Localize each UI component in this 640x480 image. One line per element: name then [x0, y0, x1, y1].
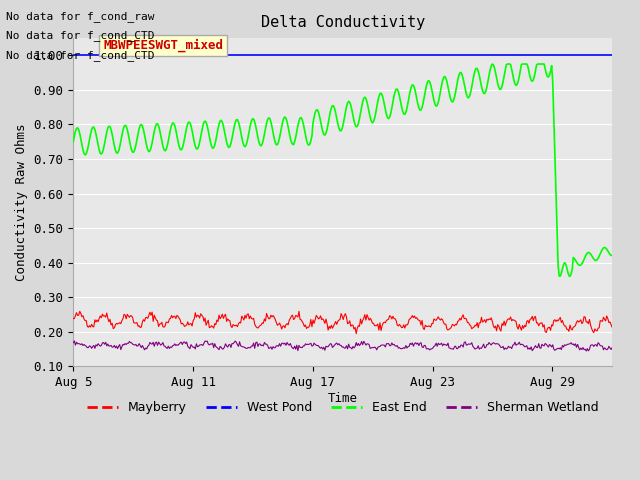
Text: No data for f_cond_raw: No data for f_cond_raw: [6, 11, 155, 22]
Y-axis label: Conductivity Raw Ohms: Conductivity Raw Ohms: [15, 123, 28, 281]
Legend: Mayberry, West Pond, East End, Sherman Wetland: Mayberry, West Pond, East End, Sherman W…: [82, 396, 604, 419]
X-axis label: Time: Time: [328, 392, 358, 405]
Text: No data for f_cond_CTD: No data for f_cond_CTD: [6, 30, 155, 41]
Text: MBWPEESWGT_mixed: MBWPEESWGT_mixed: [103, 38, 223, 52]
Title: Delta Conductivity: Delta Conductivity: [260, 15, 425, 30]
Text: No data for f_cond_CTD: No data for f_cond_CTD: [6, 49, 155, 60]
